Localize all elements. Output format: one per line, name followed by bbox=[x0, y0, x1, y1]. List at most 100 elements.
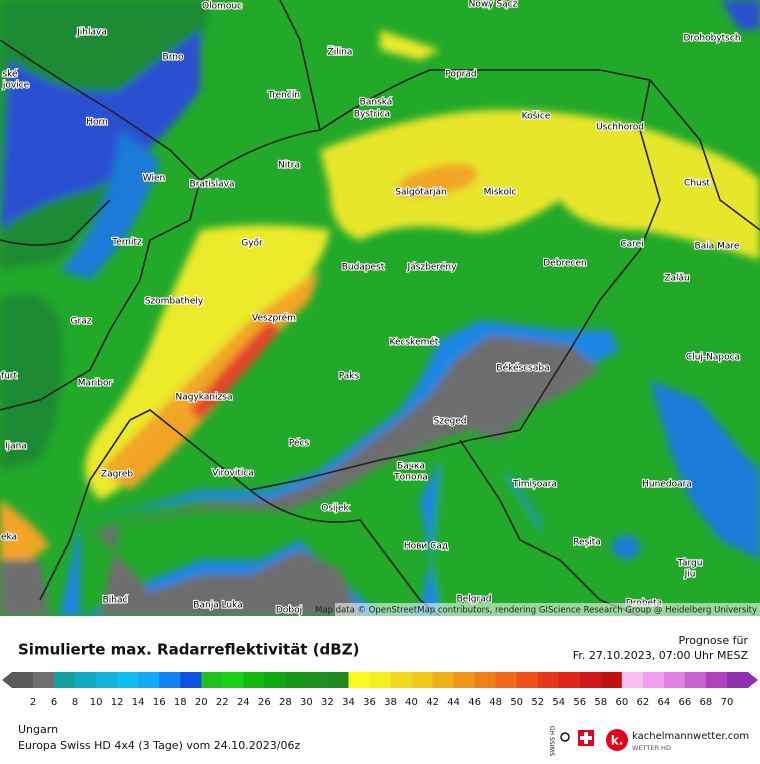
city-label: Trenčín bbox=[267, 90, 300, 101]
city-label: ské bbox=[2, 69, 18, 80]
scale-segment bbox=[243, 672, 265, 688]
city-label: Нови Сад bbox=[404, 542, 448, 552]
scale-tick-label: 68 bbox=[700, 697, 713, 708]
city-label: Győr bbox=[241, 239, 263, 249]
scale-tick-label: 46 bbox=[468, 697, 481, 708]
scale-tick-label: 8 bbox=[72, 697, 78, 708]
scale-tick-label: 40 bbox=[405, 697, 418, 708]
scale-segment bbox=[621, 672, 644, 688]
city-label: Košice bbox=[522, 111, 551, 122]
scale-segment bbox=[117, 672, 139, 688]
scale-tick-label: 6 bbox=[51, 697, 57, 708]
scale-segment bbox=[474, 672, 497, 688]
city-label: Târgu bbox=[677, 559, 703, 569]
forecast-time: Fr. 27.10.2023, 07:00 Uhr MESZ bbox=[573, 649, 749, 662]
scale-segment bbox=[537, 672, 560, 688]
city-label: Osijek bbox=[321, 504, 349, 514]
scale-segment bbox=[75, 672, 97, 688]
brand-logo-letter: k. bbox=[611, 734, 624, 748]
scale-segment bbox=[285, 672, 307, 688]
attribution: Map data © OpenStreetMap contributors, r… bbox=[315, 606, 757, 616]
scale-tick-label: 14 bbox=[132, 697, 145, 708]
city-label: Carei bbox=[620, 240, 643, 250]
scale-segment bbox=[516, 672, 539, 688]
scale-arrow-right bbox=[748, 672, 758, 688]
city-label: Timișoara bbox=[512, 480, 557, 490]
city-label: Zagreb bbox=[101, 470, 133, 480]
scale-tick-label: 22 bbox=[216, 697, 229, 708]
city-label: Paks bbox=[339, 372, 360, 382]
scale-tick-label: 2 bbox=[30, 697, 36, 708]
city-label: Wien bbox=[143, 174, 165, 184]
scale-tick-label: 44 bbox=[447, 697, 460, 708]
city-label: Olomouc bbox=[202, 2, 242, 12]
swiss-hd-label: SWISS HD bbox=[550, 726, 557, 757]
scale-segment bbox=[138, 672, 160, 688]
scale-segment bbox=[348, 672, 370, 688]
scale-segment bbox=[12, 672, 34, 688]
scale-segment bbox=[54, 672, 76, 688]
scale-tick-label: 66 bbox=[679, 697, 692, 708]
city-label: Szombathely bbox=[145, 297, 204, 307]
color-scale: 2 6 8 10 12 14 16 18 20 22 24 26 28 30 32 34 36 38 40 42 44 4… bbox=[2, 672, 758, 708]
scale-tick-label: 10 bbox=[90, 697, 103, 708]
scale-segment bbox=[369, 672, 392, 688]
city-label: Virovitica bbox=[212, 469, 254, 479]
city-label: Chust bbox=[684, 179, 710, 189]
scale-segment bbox=[579, 672, 602, 688]
brand: kachelmannwetter.com bbox=[632, 731, 749, 742]
city-label: Belgrad bbox=[457, 595, 492, 605]
city-label: Žilina bbox=[328, 46, 353, 58]
city-label: Poprad bbox=[445, 70, 476, 80]
scale-segment bbox=[411, 672, 434, 688]
scale-segment bbox=[390, 672, 413, 688]
scale-segment bbox=[264, 672, 286, 688]
city-label: Szeged bbox=[434, 417, 467, 427]
scale-segment bbox=[663, 672, 686, 688]
scale-segment bbox=[684, 672, 707, 688]
city-label: Jászberény bbox=[407, 262, 458, 273]
scale-tick-label: 70 bbox=[721, 697, 734, 708]
city-label: Békéscsaba bbox=[496, 363, 549, 374]
scale-tick-label: 62 bbox=[636, 697, 649, 708]
city-label: furt bbox=[1, 372, 18, 382]
scale-segment bbox=[495, 672, 518, 688]
city-label: Nitra bbox=[278, 161, 300, 171]
city-label: Banja Luka bbox=[193, 601, 242, 611]
city-label: Nowy Sącz bbox=[469, 0, 518, 10]
scale-segment bbox=[159, 672, 181, 688]
legend-title: Simulierte max. Radarreflektivität (dBZ) bbox=[18, 641, 359, 659]
brand-sub: WETTER HD bbox=[632, 744, 671, 752]
scale-tick-label: 50 bbox=[510, 697, 523, 708]
scale-segment bbox=[33, 672, 55, 688]
scale-tick-label: 54 bbox=[552, 697, 565, 708]
model-run: Europa Swiss HD 4x4 (3 Tage) vom 24.10.2… bbox=[18, 739, 300, 752]
scale-tick-label: 38 bbox=[384, 697, 397, 708]
search-icon bbox=[560, 732, 570, 742]
city-label: Bihać bbox=[103, 595, 128, 606]
city-label: Kecskemét bbox=[390, 337, 439, 348]
city-label: Brno bbox=[163, 53, 184, 63]
scale-tick-label: 64 bbox=[658, 697, 671, 708]
city-label: Debrecen bbox=[543, 259, 586, 269]
city-label: Bystrica bbox=[354, 110, 390, 120]
scale-tick-label: 16 bbox=[153, 697, 166, 708]
city-label: Jiu bbox=[684, 570, 696, 580]
city-label: ljana bbox=[5, 442, 27, 452]
scale-tick-label: 30 bbox=[300, 697, 313, 708]
scale-tick-label: 24 bbox=[237, 697, 250, 708]
scale-tick-label: 56 bbox=[573, 697, 586, 708]
scale-tick-label: 52 bbox=[531, 697, 544, 708]
city-label: Pécs bbox=[289, 438, 310, 449]
scale-segment bbox=[705, 672, 728, 688]
scale-segment bbox=[222, 672, 244, 688]
city-label: Nagykanizsa bbox=[176, 393, 233, 403]
scale-segment bbox=[726, 672, 749, 688]
city-label: Bratislava bbox=[190, 180, 235, 190]
city-label: Salgótarján bbox=[395, 187, 446, 198]
city-label: Maribor bbox=[78, 379, 113, 389]
city-label: Baia Mare bbox=[695, 242, 740, 252]
scale-tick-label: 42 bbox=[426, 697, 439, 708]
city-label: Graz bbox=[71, 317, 92, 327]
